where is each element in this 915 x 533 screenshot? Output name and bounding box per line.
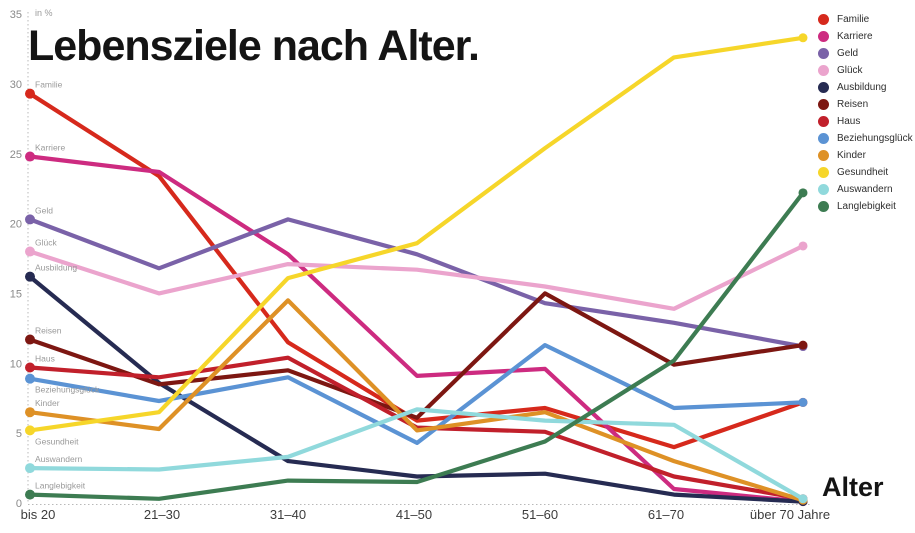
series-start-dot-gluck (25, 246, 35, 257)
legend-item-langlebigkeit: Langlebigkeit (818, 198, 913, 215)
series-end-dot-langlebigkeit (798, 188, 808, 198)
legend-color-dot-beziehungsgluck (818, 133, 829, 144)
y-tick-label: 35 (10, 9, 22, 21)
x-axis-title: Alter (822, 472, 884, 502)
series-start-dot-geld (25, 214, 35, 225)
legend-label-auswandern: Auswandern (837, 184, 893, 195)
legend-color-dot-auswandern (818, 184, 829, 195)
x-tick-label: 31–40 (270, 507, 306, 522)
series-inline-label-reisen: Reisen (35, 326, 62, 336)
legend-item-gesundheit: Gesundheit (818, 164, 913, 181)
legend-label-gluck: Glück (837, 65, 863, 76)
legend-color-dot-reisen (818, 99, 829, 110)
x-tick-label: 41–50 (396, 507, 432, 522)
legend-label-langlebigkeit: Langlebigkeit (837, 201, 896, 212)
series-line-langlebigkeit (27, 190, 806, 501)
series-line-kinder (27, 298, 806, 503)
series-line-familie (27, 91, 806, 450)
series-line-reisen (27, 291, 806, 420)
legend-label-reisen: Reisen (837, 99, 869, 110)
legend-item-haus: Haus (818, 113, 913, 130)
y-tick-label: 0 (16, 498, 22, 510)
legend-color-dot-haus (818, 116, 829, 127)
legend-item-auswandern: Auswandern (818, 181, 913, 198)
legend-label-ausbildung: Ausbildung (837, 82, 887, 93)
legend-item-kinder: Kinder (818, 147, 913, 164)
series-line-gesundheit (27, 35, 806, 433)
legend-item-geld: Geld (818, 45, 913, 62)
legend-item-reisen: Reisen (818, 96, 913, 113)
x-tick-label: bis 20 (21, 507, 56, 522)
series-start-dot-kinder (25, 407, 35, 418)
legend-item-beziehungsgluck: Beziehungsglück (818, 130, 913, 147)
series-line-karriere (27, 154, 806, 504)
legend-label-kinder: Kinder (837, 150, 866, 161)
series-start-dot-karriere (25, 151, 35, 162)
series-start-dot-familie (25, 88, 35, 99)
legend-color-dot-ausbildung (818, 82, 829, 93)
y-tick-label: 5 (16, 428, 22, 440)
y-tick-label: 15 (10, 288, 22, 300)
legend-label-geld: Geld (837, 48, 859, 59)
series-start-dot-reisen (25, 334, 35, 345)
legend-label-familie: Familie (837, 14, 870, 25)
legend-item-ausbildung: Ausbildung (818, 79, 913, 96)
series-line-gluck (27, 243, 806, 311)
legend-item-karriere: Karriere (818, 28, 913, 45)
series-inline-label-gesundheit: Gesundheit (35, 436, 79, 446)
series-start-dot-gesundheit (25, 425, 35, 436)
series-end-dot-auswandern (798, 494, 808, 504)
legend-item-gluck: Glück (818, 62, 913, 79)
series-end-dot-reisen (798, 340, 808, 350)
legend-color-dot-familie (818, 14, 829, 25)
series-start-dot-auswandern (25, 463, 35, 474)
series-line-beziehungsgluck (27, 343, 806, 445)
series-inline-label-langlebigkeit: Langlebigkeit (35, 481, 86, 491)
legend-label-haus: Haus (837, 116, 861, 127)
legend-label-gesundheit: Gesundheit (837, 167, 889, 178)
x-tick-label: 61–70 (648, 507, 684, 522)
page-title: Lebensziele nach Alter. (28, 22, 480, 70)
series-inline-label-kinder: Kinder (35, 398, 60, 408)
x-tick-label: über 70 Jahre (750, 507, 830, 522)
legend-color-dot-geld (818, 48, 829, 59)
series-inline-label-karriere: Karriere (35, 143, 66, 153)
x-tick-label: 21–30 (144, 507, 180, 522)
x-tick-label: 51–60 (522, 507, 558, 522)
y-tick-label: 30 (10, 79, 22, 91)
series-start-dot-haus (25, 362, 35, 373)
y-axis-unit-label: in % (35, 8, 53, 18)
series-start-dot-beziehungsgluck (25, 373, 35, 384)
legend-color-dot-gluck (818, 65, 829, 76)
series-inline-label-beziehungsgluck: Beziehungsglück (35, 385, 100, 395)
legend: Familie Karriere Geld Glück Ausbildung Reisen… (818, 11, 913, 215)
series-start-dot-langlebigkeit (25, 489, 35, 500)
series-end-dot-gluck (798, 241, 808, 251)
series-inline-label-ausbildung: Ausbildung (35, 263, 77, 273)
series-inline-label-auswandern: Auswandern (35, 454, 83, 464)
legend-color-dot-kinder (818, 150, 829, 161)
series-line-geld (27, 217, 806, 349)
series-end-dot-gesundheit (798, 33, 808, 43)
series-inline-label-gluck: Glück (35, 238, 57, 248)
legend-color-dot-langlebigkeit (818, 201, 829, 212)
series-end-dot-beziehungsgluck (798, 397, 808, 407)
series-inline-label-haus: Haus (35, 353, 55, 363)
legend-color-dot-gesundheit (818, 167, 829, 178)
legend-label-beziehungsgluck: Beziehungsglück (837, 133, 913, 144)
series-inline-label-geld: Geld (35, 205, 53, 215)
series-start-dot-ausbildung (25, 271, 35, 282)
y-tick-label: 25 (10, 149, 22, 161)
y-tick-label: 20 (10, 219, 22, 231)
series-inline-label-familie: Familie (35, 80, 63, 90)
legend-color-dot-karriere (818, 31, 829, 42)
legend-label-karriere: Karriere (837, 31, 873, 42)
series-line-auswandern (27, 407, 806, 501)
legend-item-familie: Familie (818, 11, 913, 28)
y-tick-label: 10 (10, 358, 22, 370)
